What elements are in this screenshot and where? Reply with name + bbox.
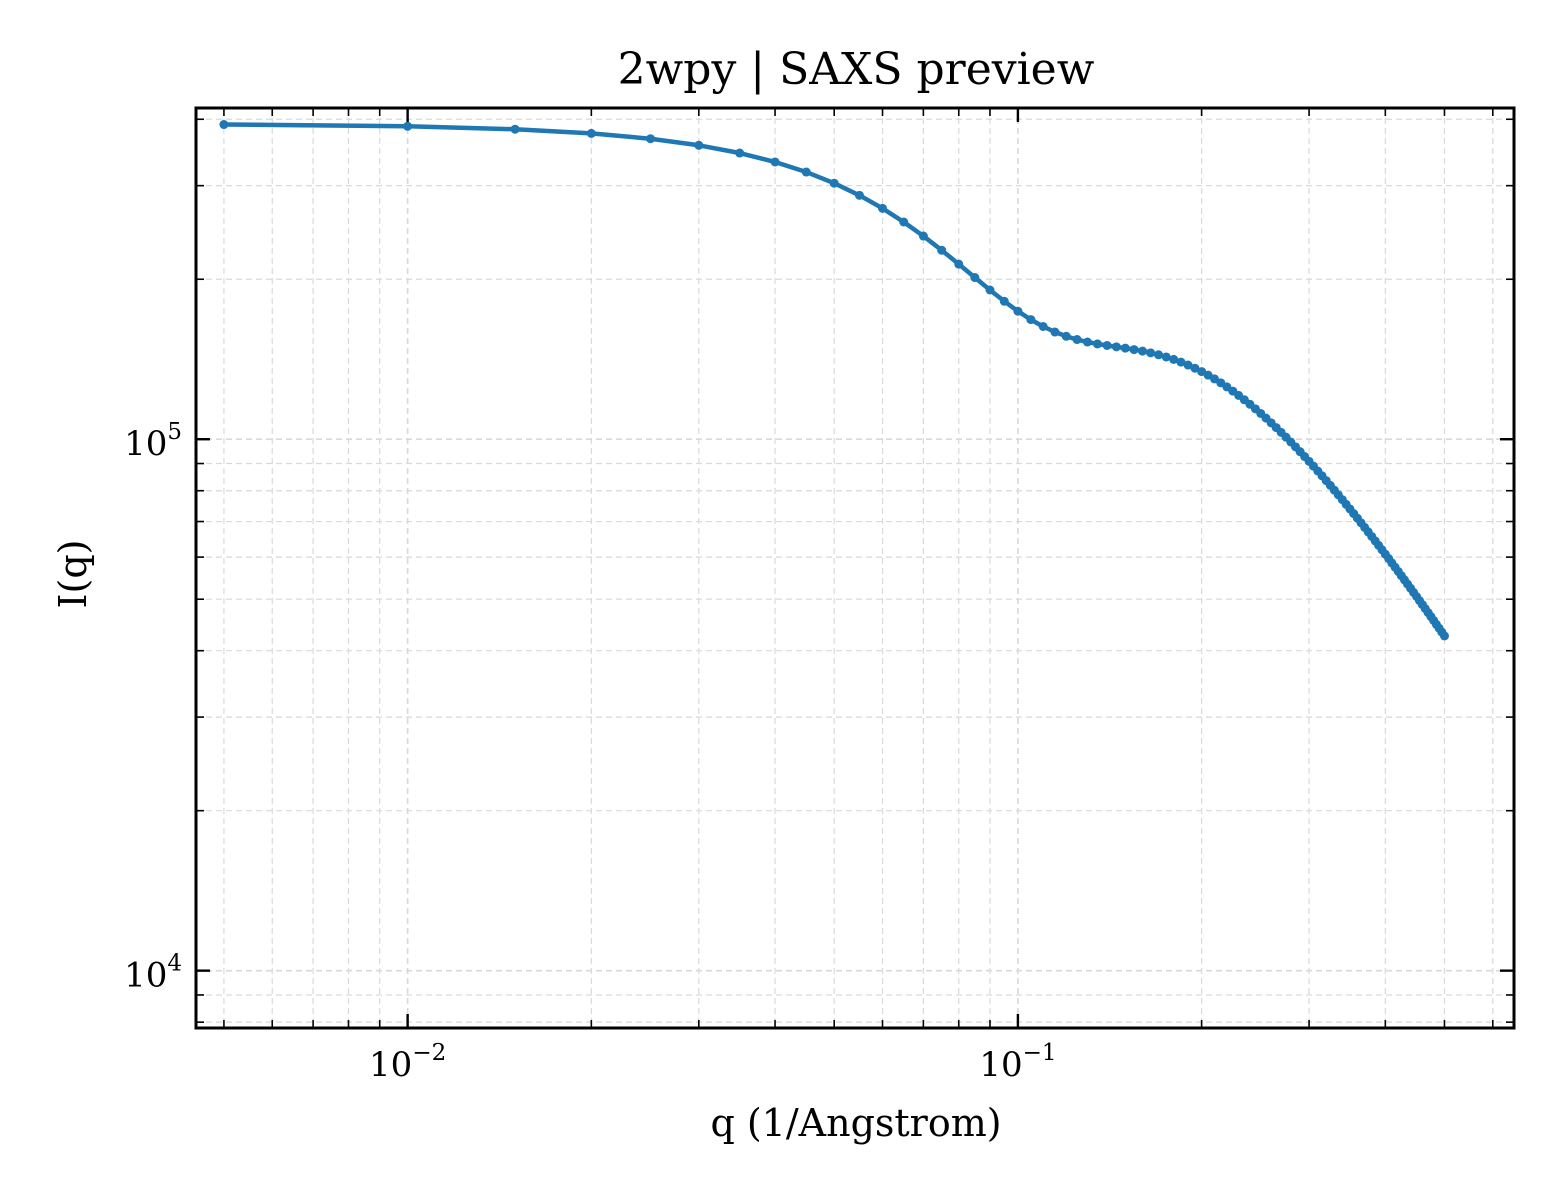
data-point	[878, 203, 888, 213]
data-point	[219, 120, 229, 130]
data-point	[1072, 335, 1082, 345]
data-point	[1183, 360, 1193, 370]
data-point	[1013, 306, 1023, 316]
data-point	[937, 245, 947, 255]
data-point	[403, 121, 413, 131]
data-point	[1129, 345, 1139, 355]
data-point	[1161, 352, 1171, 362]
data-point	[1092, 339, 1102, 349]
data-point	[1061, 331, 1071, 341]
data-point	[918, 231, 928, 241]
ticks	[196, 108, 1514, 1028]
data-point	[1154, 350, 1164, 360]
data-point	[1169, 354, 1179, 364]
data-point	[586, 128, 596, 138]
data-point	[1102, 340, 1112, 350]
data-point	[1120, 343, 1130, 353]
data-point	[1111, 342, 1121, 352]
data-point	[801, 167, 811, 177]
x-axis-label: q (1/Angstrom)	[710, 1101, 1001, 1145]
data-point	[1038, 322, 1048, 332]
data-point	[829, 178, 839, 188]
data-point	[510, 124, 520, 134]
data-point	[694, 140, 704, 150]
grid	[196, 108, 1514, 1028]
data-point	[854, 190, 864, 200]
data-point	[1176, 357, 1186, 367]
data-point	[645, 134, 655, 144]
data-point	[1146, 348, 1156, 358]
data-point	[1439, 631, 1449, 641]
plot-frame	[194, 106, 1516, 1030]
y-tick-label: 104	[124, 951, 182, 996]
data-point	[1050, 327, 1060, 337]
x-tick-label: 10−1	[979, 1040, 1056, 1085]
data-point	[999, 296, 1009, 306]
data-point	[899, 217, 909, 227]
data-point	[735, 148, 745, 158]
tick-labels: 10−2 10−1 104 105	[124, 419, 1056, 1085]
data-point	[1026, 315, 1036, 325]
y-axis-label: I(q)	[51, 540, 95, 609]
data-point	[970, 273, 980, 283]
data-point	[1190, 363, 1200, 373]
data-point	[1137, 346, 1147, 356]
chart-title: 2wpy | SAXS preview	[618, 44, 1095, 95]
x-tick-label: 10−2	[369, 1040, 446, 1085]
data-point	[985, 285, 995, 295]
data-point	[954, 259, 964, 269]
y-tick-label: 105	[124, 419, 182, 464]
series-points	[219, 120, 1449, 641]
data-point	[770, 157, 780, 167]
data-point	[1082, 337, 1092, 347]
